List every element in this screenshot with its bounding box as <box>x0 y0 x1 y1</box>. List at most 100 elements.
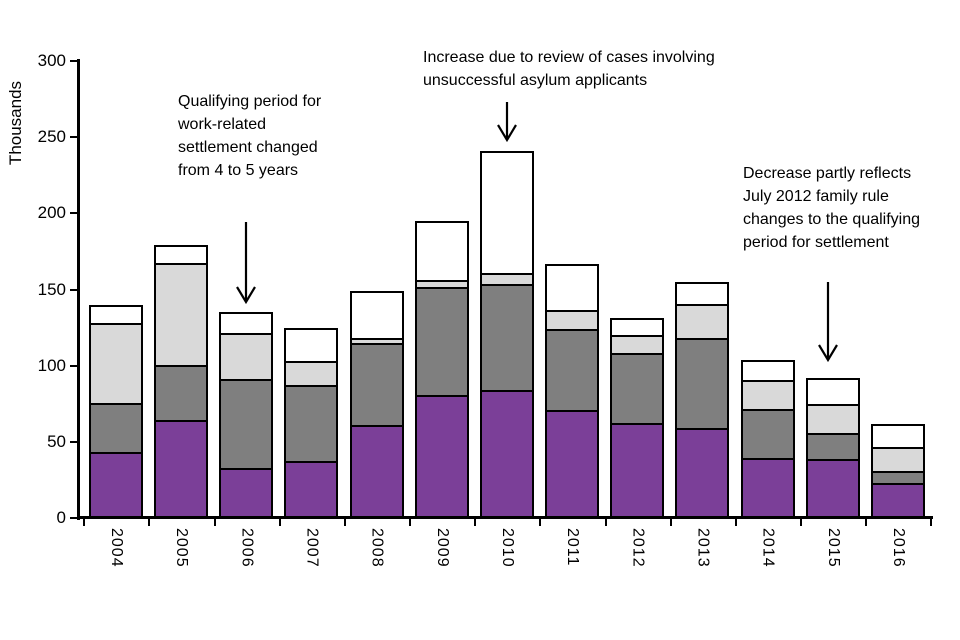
y-tick <box>70 212 78 215</box>
light-gray-segment <box>286 363 337 387</box>
x-tick <box>865 518 868 526</box>
white-segment <box>807 379 858 406</box>
white-segment <box>612 320 663 337</box>
dark-gray-segment <box>481 285 532 392</box>
year-label-2006: 2006 <box>238 528 256 568</box>
dark-gray-segment <box>416 288 467 397</box>
year-label-2008: 2008 <box>368 528 386 568</box>
purple-segment <box>416 396 467 516</box>
y-tick <box>70 288 78 291</box>
y-tick-label: 100 <box>37 355 66 375</box>
annotation-qualifying-period: Qualifying period for work-related settl… <box>178 93 322 179</box>
annotation-asylum-review: Increase due to review of cases involvin… <box>423 49 715 89</box>
year-label-2011: 2011 <box>564 528 582 567</box>
purple-segment <box>91 453 141 516</box>
y-tick <box>70 136 78 139</box>
dark-gray-segment <box>91 405 141 454</box>
dark-gray-segment <box>156 367 207 423</box>
white-segment <box>872 425 923 450</box>
bar-2005 <box>154 245 209 518</box>
year-label-2010: 2010 <box>498 528 516 568</box>
dark-gray-segment <box>221 380 272 470</box>
year-label-2004: 2004 <box>108 528 125 568</box>
white-segment <box>742 361 793 383</box>
light-gray-segment <box>677 306 728 341</box>
x-tick <box>213 518 216 526</box>
white-segment <box>221 314 272 336</box>
y-tick-label: 150 <box>37 279 66 299</box>
purple-segment <box>612 424 663 516</box>
dark-gray-segment <box>351 345 402 428</box>
purple-segment <box>351 427 402 516</box>
y-tick-label: 300 <box>37 51 66 70</box>
x-tick <box>474 518 477 526</box>
year-label-2015: 2015 <box>824 528 842 568</box>
x-tick <box>148 518 151 526</box>
dark-gray-segment <box>677 340 728 430</box>
light-gray-segment <box>612 336 663 355</box>
bar-2006 <box>219 312 274 518</box>
light-gray-segment <box>416 282 467 289</box>
purple-segment <box>872 484 923 516</box>
dark-gray-segment <box>807 434 858 461</box>
dark-gray-segment <box>742 411 793 461</box>
bar-2007 <box>284 327 339 518</box>
purple-segment <box>286 462 337 516</box>
x-tick <box>83 518 86 526</box>
purple-segment <box>742 460 793 516</box>
y-tick <box>70 60 78 62</box>
light-gray-segment <box>156 265 207 368</box>
x-tick <box>604 518 607 526</box>
purple-segment <box>807 460 858 516</box>
light-gray-segment <box>807 405 858 435</box>
x-tick <box>278 518 281 526</box>
purple-segment <box>221 469 272 516</box>
light-gray-segment <box>872 449 923 474</box>
light-gray-segment <box>547 311 598 332</box>
bar-2009 <box>414 220 469 518</box>
x-tick <box>539 518 542 526</box>
y-tick-label: 250 <box>37 127 66 147</box>
bar-2008 <box>349 291 404 518</box>
x-tick <box>669 518 672 526</box>
white-segment <box>547 265 598 312</box>
white-segment <box>156 247 207 266</box>
white-segment <box>677 283 728 307</box>
y-tick <box>70 517 78 519</box>
year-label-2016: 2016 <box>889 528 907 568</box>
year-label-2007: 2007 <box>303 528 321 568</box>
y-tick-label: 50 <box>47 431 66 451</box>
bar-2015 <box>805 377 860 518</box>
dark-gray-segment <box>547 331 598 413</box>
x-tick <box>343 518 346 526</box>
year-label-2013: 2013 <box>694 528 712 568</box>
y-tick <box>70 440 78 443</box>
white-segment <box>416 222 467 283</box>
x-tick <box>800 518 803 526</box>
plot-area <box>78 61 932 518</box>
y-axis-line <box>77 59 80 520</box>
annotation-family-rule-decrease: Decrease partly reflects July 2012 famil… <box>743 165 921 251</box>
white-segment <box>351 293 402 341</box>
year-label-2014: 2014 <box>759 528 777 568</box>
y-tick-label: 200 <box>37 203 66 223</box>
x-tick <box>734 518 737 526</box>
dark-gray-segment <box>872 473 923 485</box>
bar-2011 <box>545 263 600 518</box>
bar-2013 <box>675 281 730 518</box>
y-tick-label: 0 <box>56 508 66 527</box>
bar-2010 <box>479 150 534 518</box>
light-gray-segment <box>351 340 402 346</box>
white-segment <box>286 329 337 364</box>
y-tick <box>70 364 78 367</box>
y-axis-title: Thousands <box>6 80 25 166</box>
white-segment <box>481 152 532 275</box>
dark-gray-segment <box>612 354 663 425</box>
x-tick <box>409 518 412 526</box>
bar-2012 <box>610 318 665 518</box>
purple-segment <box>547 412 598 516</box>
year-label-2005: 2005 <box>173 528 191 568</box>
bar-2016 <box>870 423 925 518</box>
light-gray-segment <box>91 324 141 406</box>
